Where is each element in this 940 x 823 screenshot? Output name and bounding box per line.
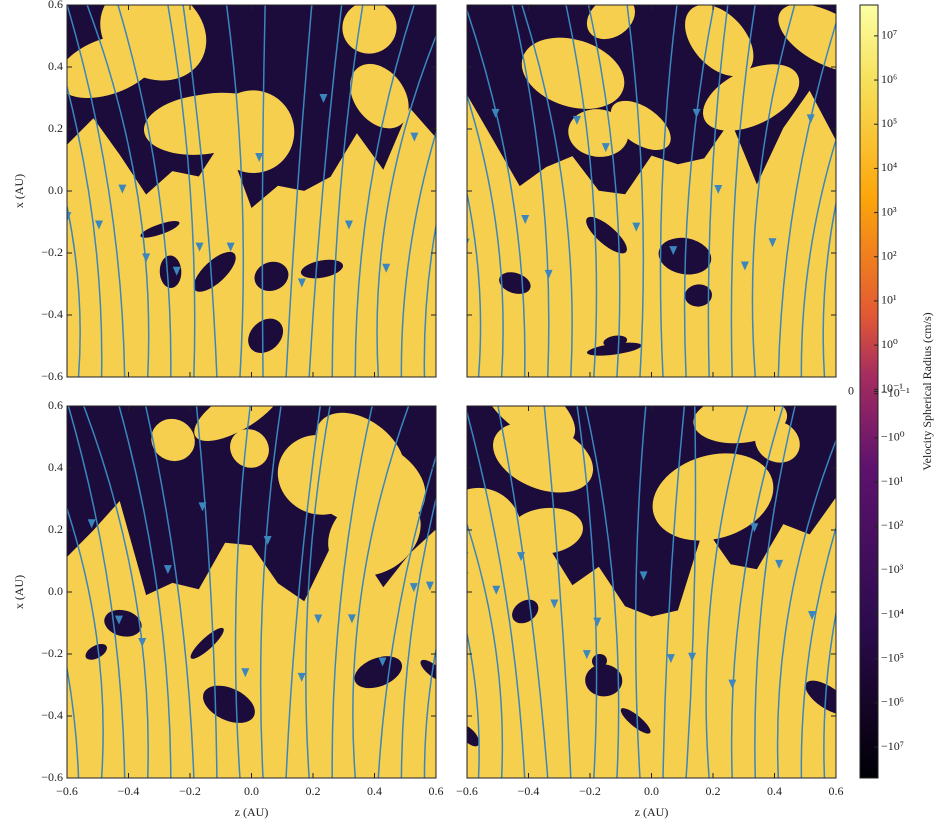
y-tick-label: 0.2: [48, 522, 63, 536]
field-image: [0, 0, 505, 377]
colorbar-tick-label: −10⁻¹: [881, 385, 910, 399]
y-tick-label: −0.6: [41, 369, 63, 383]
colorbar: 10⁷10⁶10⁵10⁴10³10²10¹10⁰10⁻¹0−10⁻¹−10⁰−1…: [848, 5, 934, 778]
streamline-arrow: [55, 625, 63, 634]
x-tick-label: −0.4: [118, 784, 140, 798]
colorbar-tick-label: 10⁵: [881, 116, 897, 130]
y-tick-label: 0.4: [48, 59, 63, 73]
y-tick-label: 0.6: [48, 0, 63, 11]
x-tick-label: −0.2: [179, 784, 201, 798]
x-axis-label: z (AU): [235, 805, 269, 819]
streamline-arrow: [438, 180, 446, 189]
x-tick-label: 0.6: [429, 784, 444, 798]
colorbar-tick-label: 10¹: [881, 293, 897, 307]
figure: −0.6−0.4−0.20.00.20.40.6x (AU)−0.6−0.4−0…: [0, 0, 940, 823]
y-tick-label: 0.2: [48, 121, 63, 135]
colorbar-tick-label: −10³: [881, 562, 904, 576]
panel: [401, 0, 904, 377]
panel: −0.6 −0.4 −0.2 0.0 0.2 0.4 0.6 x (AU): [0, 0, 505, 383]
x-tick-label: 0.0: [644, 784, 659, 798]
y-axis-label: x (AU): [12, 575, 26, 609]
y-axis-label: x (AU): [12, 174, 26, 208]
colorbar-tick-label: 10⁴: [881, 160, 897, 174]
panel: −0.6 −0.4 −0.2 0.0 0.2 0.4 0.6 z (AU): [375, 355, 902, 819]
streamline-arrow: [458, 155, 466, 164]
x-tick-label: 0.0: [244, 784, 259, 798]
x-tick-label: 0.6: [829, 784, 844, 798]
y-tick-label: 0.6: [48, 398, 63, 412]
panel: −0.6 −0.4 −0.2 0.0 0.2 0.4 0.6 −0.6 −0.4 −0.2 0.0 0…: [0, 368, 523, 819]
y-tick-label: 0.4: [48, 460, 63, 474]
x-tick-label: −0.6: [56, 784, 78, 798]
colorbar-tick-label: 0: [848, 383, 854, 397]
field-image: [375, 355, 902, 778]
streamline-arrow: [27, 513, 35, 522]
y-tick-label: 0.0: [48, 584, 63, 598]
colorbar-tick-label: 10³: [881, 204, 897, 218]
x-axis-label: z (AU): [635, 805, 669, 819]
colorbar-tick-label: −10²: [881, 518, 904, 532]
streamline-arrow: [437, 220, 445, 229]
x-tick-label: 0.4: [367, 784, 382, 798]
colorbar-tick-label: −10⁷: [881, 739, 904, 753]
y-tick-label: −0.4: [41, 307, 63, 321]
y-tick-label: −0.2: [41, 646, 63, 660]
colorbar-tick-label: −10⁴: [881, 606, 904, 620]
x-tick-label: −0.4: [518, 784, 540, 798]
colorbar-tick-label: −10⁵: [881, 651, 904, 665]
colorbar-tick-label: −10⁰: [881, 430, 905, 444]
y-tick-label: −0.2: [41, 245, 63, 259]
x-tick-label: −0.6: [456, 784, 478, 798]
colorbar-tick-label: 10²: [881, 249, 897, 263]
x-tick-label: −0.2: [579, 784, 601, 798]
colorbar-tick-label: −10¹: [881, 474, 904, 488]
x-tick-label: 0.2: [306, 784, 321, 798]
x-tick-label: 0.4: [767, 784, 782, 798]
colorbar-tick-label: 10⁰: [881, 337, 898, 351]
y-tick-label: −0.6: [41, 770, 63, 784]
colorbar-tick-label: −10⁶: [881, 695, 904, 709]
field-image: [401, 0, 904, 377]
colorbar-label: Velocity Spherical Radius (cm/s): [920, 312, 934, 470]
colorbar-tick-label: 10⁶: [881, 72, 897, 86]
y-tick-label: 0.0: [48, 183, 63, 197]
streamline-arrow: [836, 571, 844, 580]
page: {"chart_data": [ {"type": "image", "xlim…: [0, 0, 940, 823]
x-tick-label: 0.2: [706, 784, 721, 798]
y-tick-label: −0.4: [41, 708, 63, 722]
streamline-arrow: [28, 190, 36, 199]
streamline-arrow: [842, 209, 850, 218]
field-image: [0, 368, 523, 778]
colorbar-tick-label: 10⁷: [881, 28, 897, 42]
